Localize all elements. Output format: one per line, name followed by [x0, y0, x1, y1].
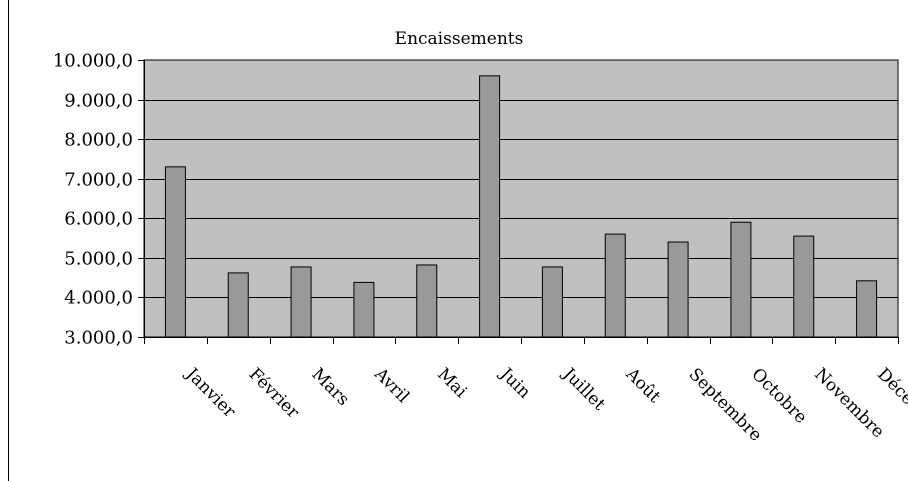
- y-tick-label: 8.000,0: [64, 130, 133, 151]
- bar: [730, 221, 752, 338]
- x-tick-label: Juillet: [557, 363, 609, 415]
- bar: [416, 264, 438, 338]
- plot-background: [143, 59, 899, 338]
- bar: [604, 233, 626, 338]
- bar: [227, 272, 249, 338]
- bar: [164, 166, 186, 338]
- x-tick-label: Août: [621, 364, 664, 407]
- bar-chart: Encaissements 3.000,0 4.000,0 5.000,0 6.000…: [8, 0, 908, 481]
- y-tick-label: 3.000,0: [64, 328, 133, 349]
- x-tick-label: Avril: [370, 364, 413, 407]
- chart-title: Encaissements: [395, 29, 524, 49]
- y-tick-label: 5.000,0: [64, 249, 133, 270]
- bar: [353, 281, 375, 338]
- y-tick-label: 7.000,0: [64, 170, 133, 191]
- y-tick-label: 6.000,0: [64, 209, 133, 230]
- x-tick-label: Janvier: [180, 363, 239, 422]
- bar: [290, 266, 312, 338]
- plot-area: 3.000,0 4.000,0 5.000,0 6.000,0 7.000,0 8.000…: [53, 51, 908, 446]
- x-tick-label: Février: [245, 364, 304, 423]
- x-tick-label: Mai: [433, 364, 471, 402]
- bar: [541, 266, 563, 338]
- y-tick-label: 4.000,0: [64, 288, 133, 309]
- chart-frame: Encaissements 3.000,0 4.000,0 5.000,0 6.000…: [8, 0, 908, 481]
- x-tick-label: Octobre: [747, 364, 810, 427]
- x-tick-label: Juin: [495, 363, 535, 403]
- bar: [856, 280, 878, 338]
- y-tick-label: 9.000,0: [64, 91, 133, 112]
- bar: [667, 241, 689, 338]
- y-tick-label: 10.000,0: [53, 51, 133, 72]
- bar: [793, 235, 815, 338]
- x-tick-label: Mars: [308, 364, 354, 410]
- bar: [479, 75, 501, 338]
